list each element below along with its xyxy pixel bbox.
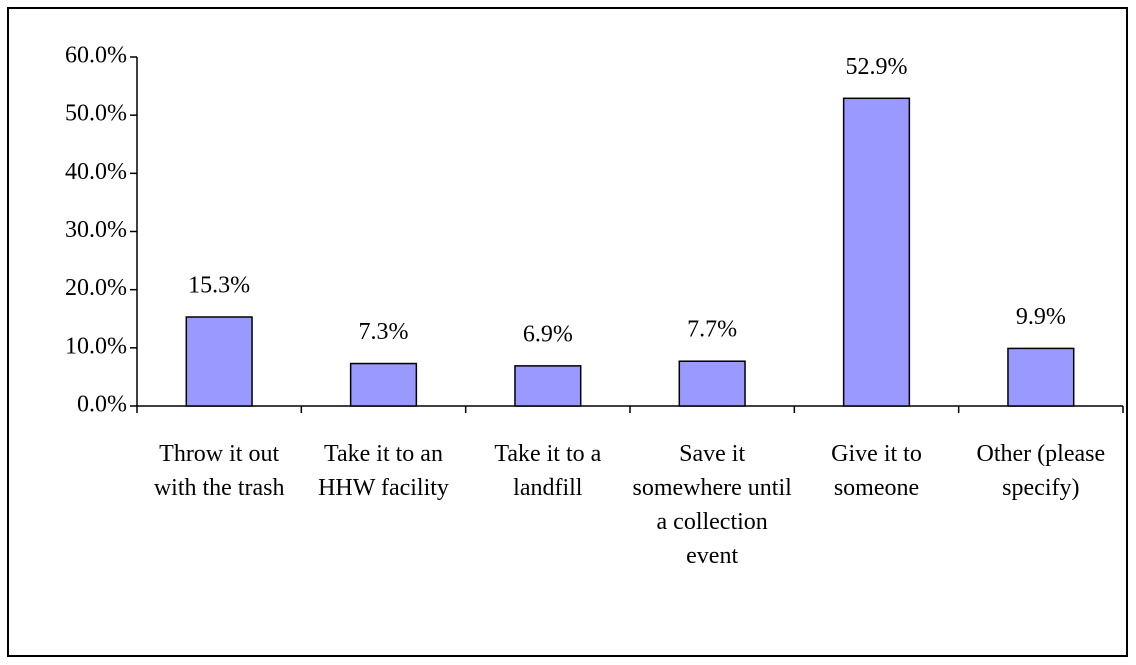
data-label: 15.3%: [188, 273, 250, 299]
bar: [842, 97, 911, 407]
data-label: 52.9%: [846, 54, 908, 80]
bar: [678, 360, 746, 407]
x-tick-label: Other (please specify): [976, 441, 1106, 501]
x-tick-label: Take it to a landfill: [494, 441, 602, 501]
y-tick-label: 10.0%: [65, 333, 127, 359]
data-label: 7.3%: [359, 319, 409, 345]
x-tick-label: Give it to someone: [831, 441, 922, 501]
bar: [185, 316, 253, 407]
y-tick-label: 0.0%: [77, 392, 127, 418]
y-tick-label: 50.0%: [65, 101, 127, 127]
x-tick-label: Take it to an HHW facility: [318, 441, 449, 501]
x-tick-label: Throw it out with the trash: [153, 441, 285, 501]
bar: [1007, 347, 1075, 407]
x-tick-label: Save it somewhere until a collection eve…: [632, 441, 792, 569]
bar: [514, 365, 582, 407]
data-label: 7.7%: [687, 317, 737, 343]
y-tick-label: 60.0%: [65, 43, 127, 69]
data-label: 6.9%: [523, 321, 573, 347]
y-tick-label: 20.0%: [65, 275, 127, 301]
data-label: 9.9%: [1016, 304, 1066, 330]
y-tick-label: 30.0%: [65, 217, 127, 243]
y-tick-label: 40.0%: [65, 159, 127, 185]
bar: [349, 362, 418, 407]
